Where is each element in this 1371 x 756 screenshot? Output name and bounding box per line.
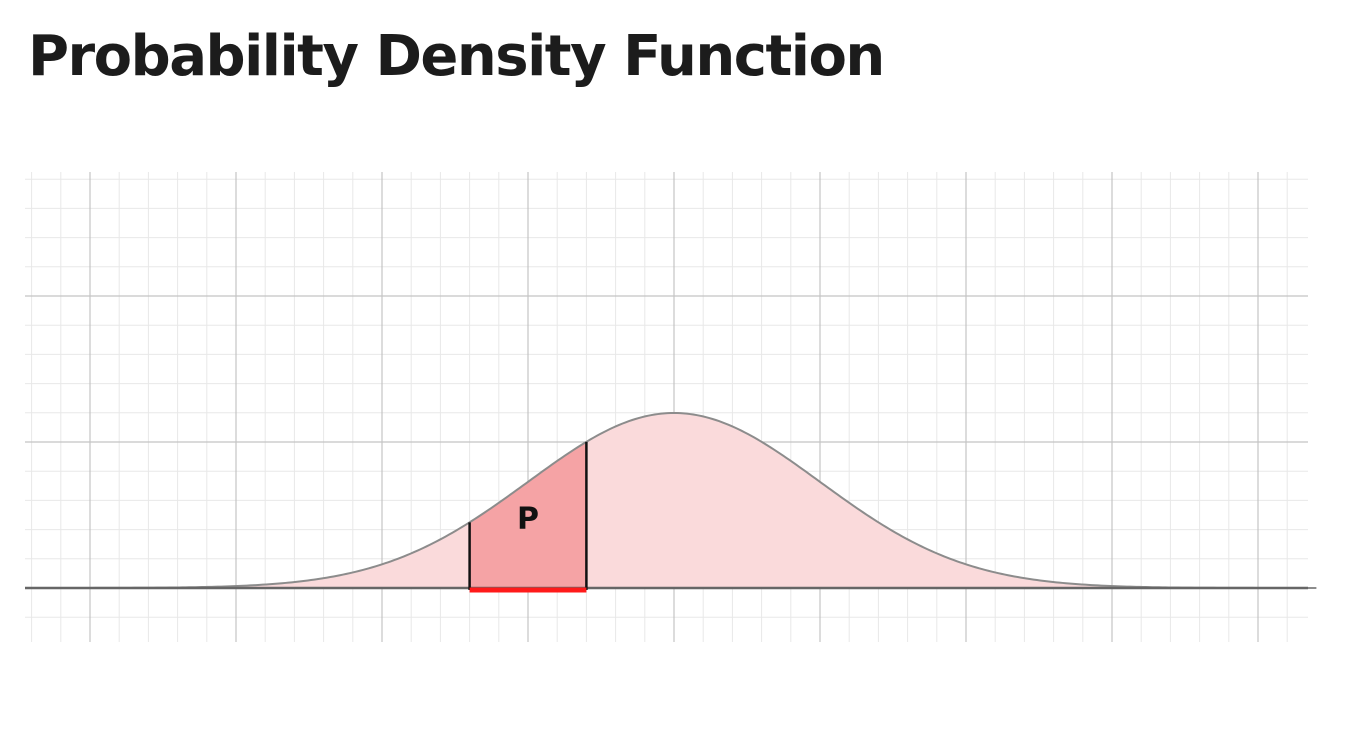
grid-major — [25, 172, 1308, 642]
curve-area — [31, 413, 1317, 588]
page-title: Probability Density Function — [28, 24, 885, 89]
region-label: P — [517, 502, 539, 537]
probability-region — [469, 441, 587, 588]
density-curve — [31, 411, 1317, 589]
